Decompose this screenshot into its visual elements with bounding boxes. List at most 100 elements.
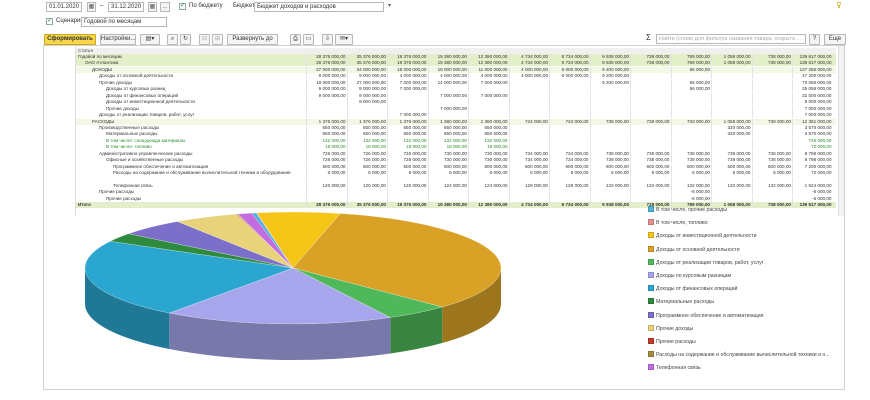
search-input[interactable]: Найти (слово для фильтра названия товара…: [656, 34, 806, 44]
generate-button[interactable]: Сформировать: [44, 34, 96, 45]
table-row[interactable]: ДОХОДЫ 27 000 000,00 34 000 000,00 18 000 0…: [76, 66, 836, 73]
table-row[interactable]: Доходы от финансовых операций 9 000 000,0…: [76, 92, 836, 99]
table-cell: 9 000 000,00: [346, 92, 388, 99]
table-row[interactable]: Прочие расходы -6 000,00 -6 000,00: [76, 189, 836, 196]
scenario-checkbox[interactable]: ✓: [46, 18, 53, 25]
table-cell: [670, 92, 712, 99]
calendar-icon[interactable]: ▦: [148, 2, 157, 12]
legend-item[interactable]: Доходы от основной деятельности: [648, 245, 840, 254]
table-cell: [711, 79, 752, 86]
export-icon[interactable]: ⇩: [322, 34, 333, 45]
pie-slice[interactable]: [292, 213, 502, 308]
date-to-field[interactable]: 31.12.2020: [108, 2, 144, 12]
table-cell: 18 000,00: [306, 144, 347, 151]
legend-item[interactable]: Доходы по курсовым разницам: [648, 272, 840, 280]
expand-to-button[interactable]: Развернуть до: [227, 34, 278, 45]
preview-icon[interactable]: ▭: [303, 34, 314, 45]
by-budget-checkbox[interactable]: ✓: [179, 3, 186, 10]
pie-slice[interactable]: [84, 240, 294, 314]
table-row[interactable]: Итого 28 376 000,00 35 376 000,00 19 376 00…: [76, 202, 836, 209]
table-row[interactable]: Офисные и хозяйственные расходы 726 000,0…: [76, 157, 836, 164]
search-icon[interactable]: ⌕: [167, 34, 178, 45]
table-cell: [508, 105, 550, 112]
table-cell: 35 376 000,00: [346, 202, 388, 209]
legend-item[interactable]: Расходы на содержание и обслуживание выч…: [648, 351, 840, 359]
vertical-scrollbar[interactable]: [838, 46, 844, 216]
table-cell: 6 000,00: [427, 170, 469, 177]
table-cell: 139 617 000,00: [792, 202, 833, 209]
date-from-field[interactable]: 01.01.2020: [46, 2, 82, 12]
table-row[interactable]: В том числе: топливо 18 000,00 18 000,00 18…: [76, 144, 836, 151]
table-row[interactable]: Доходы от курсовых разниц 9 000 000,00 9 0…: [76, 86, 836, 93]
table-row[interactable]: Доходы от инвестиционной деятельности 9 0…: [76, 99, 836, 106]
legend-item[interactable]: Программное обеспечение и автоматизация: [648, 311, 840, 320]
table-row[interactable]: Доходы от реализации товаров, работ, усл…: [76, 112, 836, 119]
table-cell: 4 000 000,00: [427, 73, 469, 80]
expand-icon[interactable]: ⊞: [212, 34, 223, 45]
variant-button[interactable]: ▤▾: [140, 34, 160, 45]
table-cell: 734 000,00: [549, 157, 590, 164]
legend-item[interactable]: Доходы от финансовых операций: [648, 285, 840, 293]
table-row[interactable]: [76, 176, 836, 183]
table-row[interactable]: Прочие расходы -6 000,00 -6 000,00: [76, 195, 836, 202]
table-row[interactable]: Материальные расходы 650 000,00 650 000,00…: [76, 131, 836, 138]
collapse-icon[interactable]: ⊟: [199, 34, 210, 45]
filter-icon[interactable]: ⊽: [836, 1, 842, 10]
table-row[interactable]: Прочие доходы 18 000 000,00 27 000 000,00 7…: [76, 79, 836, 86]
table-cell: [589, 144, 631, 151]
table-cell: [792, 176, 833, 183]
table-cell: [670, 137, 712, 144]
table-cell: [508, 86, 550, 93]
legend-item[interactable]: В том числе, прочие расходы: [648, 206, 840, 214]
table-cell: [549, 79, 590, 86]
table-cell: [711, 66, 752, 73]
legend-item[interactable]: Прочие расходы: [648, 338, 840, 346]
table-cell: 120 000,00: [306, 183, 347, 189]
table-row[interactable]: ОАО Атлантика 28 376 000,00 35 376 000,00 1…: [76, 60, 836, 67]
period-select-button[interactable]: ...: [160, 2, 170, 12]
table-row[interactable]: Расходы на содержание и обслуживание выч…: [76, 170, 836, 177]
table-cell: 72 000,00: [792, 144, 833, 151]
table-cell: 7 000 000,00: [387, 112, 428, 119]
table-cell: 738 000,00: [670, 157, 712, 164]
row-name: В том числе: спецодежда материалы: [106, 137, 186, 143]
table-cell: [508, 195, 550, 202]
settings-button[interactable]: Настройки...: [100, 34, 136, 45]
table-row[interactable]: В том числе: спецодежда материалы 132 000…: [76, 137, 836, 144]
legend-item[interactable]: Материальные расходы: [648, 298, 840, 306]
budget-select[interactable]: Бюджет доходов и расходов: [254, 2, 384, 12]
legend-item[interactable]: Прочие доходы: [648, 324, 840, 333]
table-cell: 738 000,00: [751, 150, 793, 157]
table-cell: 6 000 000,00: [549, 66, 590, 73]
sum-icon[interactable]: Σ: [646, 33, 651, 42]
calendar-icon[interactable]: ▦: [87, 2, 96, 12]
table-row[interactable]: Производственные расходы 650 000,00 650 00…: [76, 124, 836, 131]
table-row[interactable]: Годовой по месяцам 28 376 000,00 35 376 00…: [76, 54, 836, 60]
table-row[interactable]: Программное обеспечение и автоматизация 6…: [76, 163, 836, 170]
group-gutter[interactable]: [44, 46, 76, 216]
table-row[interactable]: Телефонная связь 120 000,00 120 000,00 120 …: [76, 183, 836, 189]
save-icon[interactable]: ✉▾: [335, 34, 353, 45]
more-button[interactable]: Еще: [824, 34, 846, 45]
legend-item[interactable]: Доходы от инвестиционной деятельности: [648, 232, 840, 240]
table-row[interactable]: Административно-управленческие расходы 72…: [76, 150, 836, 157]
table-cell: 73 056 000,00: [792, 79, 833, 86]
table-cell: 1 376 000,00: [346, 118, 388, 125]
pie-slice[interactable]: [237, 212, 294, 269]
chevron-down-icon[interactable]: ▾: [387, 3, 391, 9]
table-row[interactable]: РАСХОДЫ 1 376 000,00 1 376 000,00 1 376 000…: [76, 118, 836, 125]
legend-item[interactable]: Телефонная связь: [648, 364, 840, 372]
table-cell: [549, 195, 590, 202]
pie-slice[interactable]: [168, 267, 392, 325]
table-cell: [630, 79, 671, 86]
help-icon[interactable]: ?: [809, 34, 820, 45]
refresh-icon[interactable]: ↻: [180, 34, 191, 45]
table-cell: [589, 92, 631, 99]
table-cell: 6 000,00: [630, 170, 671, 177]
scenario-select[interactable]: Годовой по месяцам: [81, 17, 167, 27]
table-row[interactable]: Доходы от основной деятельности 9 000 000…: [76, 73, 836, 80]
legend-item[interactable]: Доходы от реализации товаров, работ, усл…: [648, 258, 840, 267]
table-row[interactable]: Прочие доходы 7 000 000,00 7 000 000,00: [76, 105, 836, 112]
legend-item[interactable]: В том числе, топливо: [648, 219, 840, 227]
print-icon[interactable]: ⎙: [290, 34, 301, 45]
